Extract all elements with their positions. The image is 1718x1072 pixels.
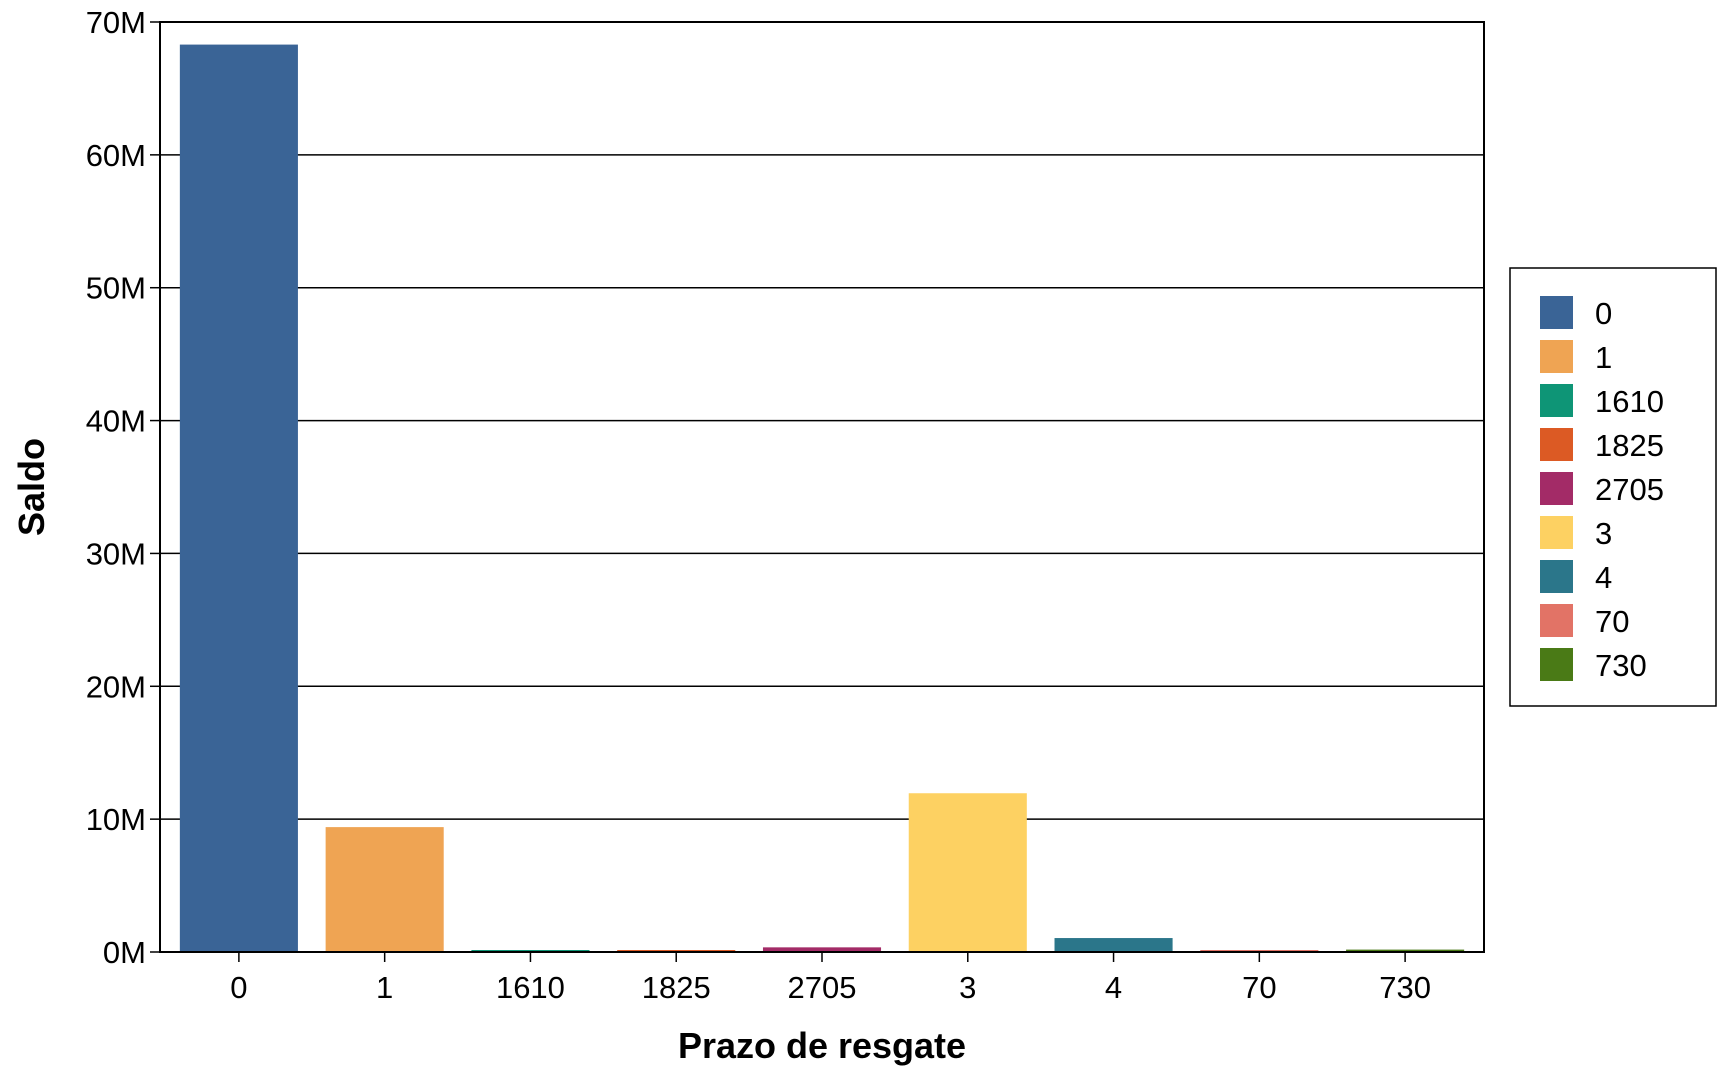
x-tick-label: 4 — [1105, 970, 1122, 1005]
legend-swatch-2705 — [1540, 472, 1573, 505]
bar-2705 — [762, 947, 882, 952]
legend-label: 1825 — [1595, 428, 1664, 463]
y-tick-label: 30M — [86, 536, 146, 571]
gridlines — [150, 21, 1484, 953]
bar-3 — [908, 793, 1027, 952]
x-tick-label: 0 — [230, 970, 247, 1005]
y-tick-label: 60M — [86, 138, 146, 173]
legend-swatch-0 — [1540, 296, 1573, 329]
legend-label: 1 — [1595, 340, 1612, 375]
legend-label: 3 — [1595, 516, 1612, 551]
y-tick-label: 0M — [103, 935, 146, 970]
x-tick-label: 1825 — [642, 970, 711, 1005]
legend: 0 1 1610 1825 2705 3 4 70 730 — [1509, 267, 1717, 707]
y-tick-label: 70M — [86, 5, 146, 40]
x-tick-label: 730 — [1379, 970, 1431, 1005]
legend-items: 0 1 1610 1825 2705 3 4 70 730 — [1540, 296, 1664, 683]
legend-label: 0 — [1595, 296, 1612, 331]
bars — [179, 44, 1465, 953]
legend-swatch-3 — [1540, 516, 1573, 549]
legend-label: 4 — [1595, 560, 1612, 595]
x-tick-label: 3 — [959, 970, 976, 1005]
x-tick-labels: 0 1 1610 1825 2705 3 4 70 730 — [230, 952, 1431, 1005]
legend-swatch-1 — [1540, 340, 1573, 373]
x-axis-title: Prazo de resgate — [678, 1025, 966, 1066]
y-tick-labels: 0M 10M 20M 30M 40M 50M 60M 70M — [86, 5, 146, 970]
x-tick-label: 1610 — [496, 970, 565, 1005]
y-axis-title: Saldo — [11, 438, 52, 536]
legend-label: 730 — [1595, 648, 1647, 683]
x-tick-label: 70 — [1242, 970, 1276, 1005]
legend-swatch-1610 — [1540, 384, 1573, 417]
x-tick-label: 2705 — [788, 970, 857, 1005]
legend-swatch-730 — [1540, 648, 1573, 681]
legend-swatch-4 — [1540, 560, 1573, 593]
bar-0 — [179, 44, 298, 953]
y-tick-label: 50M — [86, 271, 146, 306]
bar-730 — [1346, 949, 1465, 952]
legend-label: 1610 — [1595, 384, 1664, 419]
plot-frame — [159, 21, 1485, 953]
bar-4 — [1054, 938, 1173, 952]
legend-label: 2705 — [1595, 472, 1664, 507]
legend-swatch-70 — [1540, 604, 1573, 637]
y-tick-label: 10M — [86, 802, 146, 837]
y-tick-label: 40M — [86, 404, 146, 439]
bar-1 — [325, 827, 444, 952]
legend-swatch-1825 — [1540, 428, 1573, 461]
legend-label: 70 — [1595, 604, 1629, 639]
y-tick-label: 20M — [86, 669, 146, 704]
x-tick-label: 1 — [376, 970, 393, 1005]
